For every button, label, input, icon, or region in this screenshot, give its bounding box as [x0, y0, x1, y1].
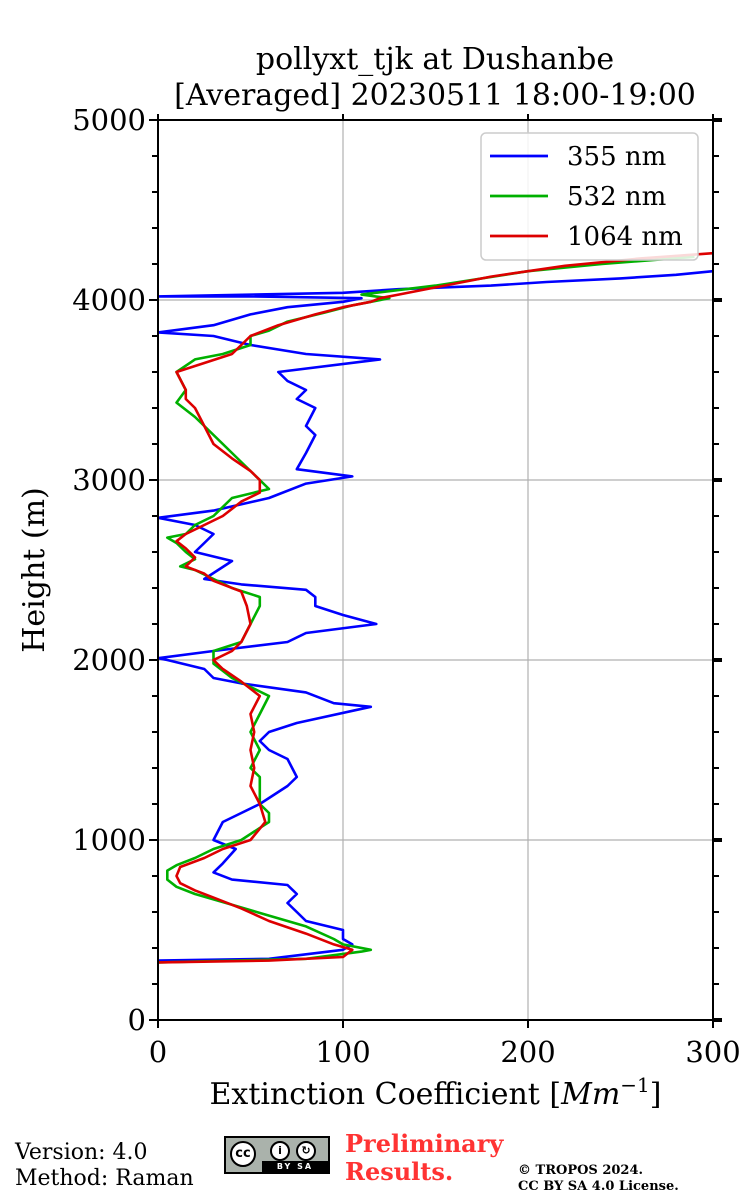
copyright-line2: CC BY SA 4.0 License. [518, 1179, 679, 1194]
share-alike-icon: ↻ [296, 1141, 316, 1161]
x-tick-label: 200 [500, 1035, 555, 1069]
y-tick-label: 1000 [72, 823, 146, 857]
legend-label: 532 nm [567, 182, 666, 212]
x-axis-label: Extinction Coefficient [Mm−1] [210, 1073, 662, 1112]
license-badge-bar: BY SA [262, 1161, 328, 1172]
legend-label: 355 nm [567, 142, 666, 172]
copyright-notice: © TROPOS 2024. CC BY SA 4.0 License. [518, 1163, 679, 1195]
license-by-label: BY [276, 1162, 293, 1171]
x-axis-label-unit: Mm [560, 1077, 620, 1112]
y-tick-label: 5000 [72, 103, 146, 137]
x-tick-label: 0 [149, 1035, 167, 1069]
series-line-532-nm [158, 255, 695, 964]
legend-label: 1064 nm [567, 222, 683, 252]
version-text: Version: 4.0 [15, 1140, 148, 1165]
cc-logo-icon: cc [230, 1141, 256, 1167]
x-axis-label-close: ] [650, 1077, 662, 1112]
series-line-355-nm [158, 269, 713, 962]
y-tick-label: 4000 [72, 283, 146, 317]
y-tick-label: 2000 [72, 643, 146, 677]
y-axis-label: Height (m) [17, 487, 52, 652]
preliminary-results-label: Preliminary Results. [345, 1130, 503, 1186]
attribution-icon: i [270, 1141, 290, 1161]
chart-title-line1: pollyxt_tjk at Dushanbe [255, 42, 615, 77]
preliminary-line1: Preliminary [345, 1129, 504, 1158]
plot-frame [157, 119, 714, 1021]
x-axis-label-exponent: −1 [620, 1073, 649, 1097]
series-line-1064-nm [158, 251, 713, 964]
x-axis-label-text: Extinction Coefficient [ [210, 1077, 562, 1112]
y-tick-label: 3000 [72, 463, 146, 497]
y-tick-label: 0 [128, 1003, 146, 1037]
license-sa-label: SA [297, 1162, 314, 1171]
method-text: Method: Raman [15, 1166, 194, 1191]
legend: 355 nm 532 nm 1064 nm [480, 132, 699, 261]
copyright-line1: © TROPOS 2024. [518, 1163, 644, 1178]
legend-box [480, 132, 699, 261]
x-tick-label: 100 [315, 1035, 370, 1069]
x-tick-label: 300 [685, 1035, 740, 1069]
cc-license-badge-icon: cc i ↻ BY SA [224, 1136, 330, 1174]
preliminary-line2: Results. [345, 1157, 454, 1186]
chart-title-line2: [Averaged] 20230511 18:00-19:00 [174, 78, 696, 113]
